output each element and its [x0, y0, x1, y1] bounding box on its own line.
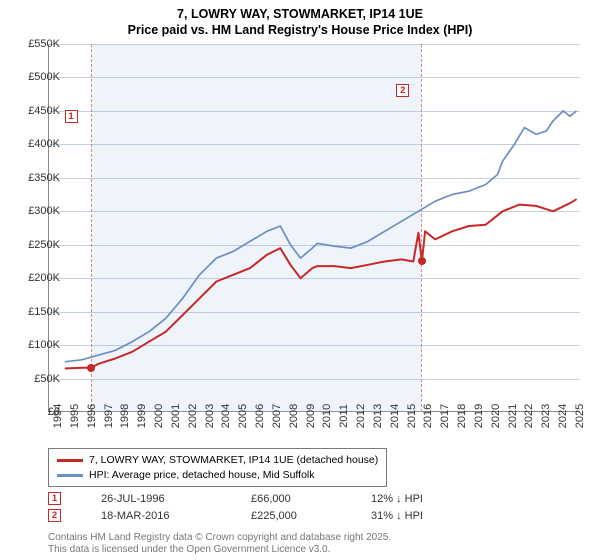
x-tick-label: 2001: [170, 404, 182, 428]
x-tick-label: 1998: [119, 404, 131, 428]
x-tick-label: 2011: [338, 404, 350, 428]
legend-label: 7, LOWRY WAY, STOWMARKET, IP14 1UE (deta…: [89, 453, 378, 468]
legend-swatch: [57, 459, 83, 462]
transaction-date: 18-MAR-2016: [101, 510, 211, 522]
legend-item: HPI: Average price, detached house, Mid …: [57, 468, 378, 483]
y-tick-label: £400K: [12, 138, 60, 150]
x-tick-label: 2010: [321, 404, 333, 428]
x-tick-label: 2000: [153, 404, 165, 428]
x-tick-label: 1999: [136, 404, 148, 428]
x-tick-label: 1995: [69, 404, 81, 428]
transaction-price: £66,000: [251, 493, 331, 505]
marker-badge: 1: [48, 492, 61, 505]
marker-badge: 2: [48, 509, 61, 522]
x-tick-label: 2005: [237, 404, 249, 428]
footnote-line: Contains HM Land Registry data © Crown c…: [48, 532, 391, 544]
y-tick-label: £250K: [12, 239, 60, 251]
x-tick-label: 2021: [507, 404, 519, 428]
x-tick-label: 2014: [389, 404, 401, 428]
x-tick-label: 2012: [355, 404, 367, 428]
table-row: 1 26-JUL-1996 £66,000 12% ↓ HPI: [48, 492, 481, 505]
x-tick-label: 2009: [305, 404, 317, 428]
x-tick-label: 2008: [288, 404, 300, 428]
x-tick-label: 1994: [52, 404, 64, 428]
y-tick-label: £150K: [12, 306, 60, 318]
table-row: 2 18-MAR-2016 £225,000 31% ↓ HPI: [48, 509, 481, 522]
transaction-delta: 12% ↓ HPI: [371, 493, 481, 505]
marker-flag: 1: [65, 110, 78, 123]
marker-dot: [418, 257, 426, 265]
title-line-2: Price paid vs. HM Land Registry's House …: [0, 22, 600, 38]
transaction-date: 26-JUL-1996: [101, 493, 211, 505]
legend-swatch: [57, 474, 83, 477]
x-tick-label: 2024: [557, 404, 569, 428]
y-tick-label: £100K: [12, 339, 60, 351]
y-tick-label: £450K: [12, 105, 60, 117]
y-tick-label: £550K: [12, 38, 60, 50]
x-tick-label: 2019: [473, 404, 485, 428]
legend-item: 7, LOWRY WAY, STOWMARKET, IP14 1UE (deta…: [57, 453, 378, 468]
y-tick-label: £200K: [12, 272, 60, 284]
line-series-svg: [48, 44, 580, 412]
x-tick-label: 2018: [456, 404, 468, 428]
y-tick-label: £500K: [12, 71, 60, 83]
y-tick-label: £50K: [12, 373, 60, 385]
chart-plot-area: 12: [48, 44, 580, 412]
x-tick-label: 1996: [86, 404, 98, 428]
y-tick-label: £350K: [12, 172, 60, 184]
footnote-line: This data is licensed under the Open Gov…: [48, 544, 391, 556]
x-tick-label: 2002: [187, 404, 199, 428]
y-tick-label: £300K: [12, 205, 60, 217]
footnote: Contains HM Land Registry data © Crown c…: [48, 532, 391, 556]
legend: 7, LOWRY WAY, STOWMARKET, IP14 1UE (deta…: [48, 448, 387, 487]
transactions-table: 1 26-JUL-1996 £66,000 12% ↓ HPI 2 18-MAR…: [48, 492, 481, 526]
x-tick-label: 2015: [406, 404, 418, 428]
transaction-delta: 31% ↓ HPI: [371, 510, 481, 522]
marker-dot: [87, 364, 95, 372]
marker-flag: 2: [396, 84, 409, 97]
x-tick-label: 2016: [422, 404, 434, 428]
x-tick-label: 2020: [490, 404, 502, 428]
x-tick-label: 2017: [439, 404, 451, 428]
x-tick-label: 2025: [574, 404, 586, 428]
x-tick-label: 2023: [540, 404, 552, 428]
transaction-price: £225,000: [251, 510, 331, 522]
legend-label: HPI: Average price, detached house, Mid …: [89, 468, 315, 483]
x-tick-label: 2006: [254, 404, 266, 428]
x-tick-label: 2022: [523, 404, 535, 428]
x-tick-label: 2003: [204, 404, 216, 428]
chart-container: 7, LOWRY WAY, STOWMARKET, IP14 1UE Price…: [0, 0, 600, 560]
x-tick-label: 2013: [372, 404, 384, 428]
x-tick-label: 2007: [271, 404, 283, 428]
title-block: 7, LOWRY WAY, STOWMARKET, IP14 1UE Price…: [0, 0, 600, 39]
x-tick-label: 1997: [103, 404, 115, 428]
title-line-1: 7, LOWRY WAY, STOWMARKET, IP14 1UE: [0, 6, 600, 22]
x-tick-label: 2004: [220, 404, 232, 428]
